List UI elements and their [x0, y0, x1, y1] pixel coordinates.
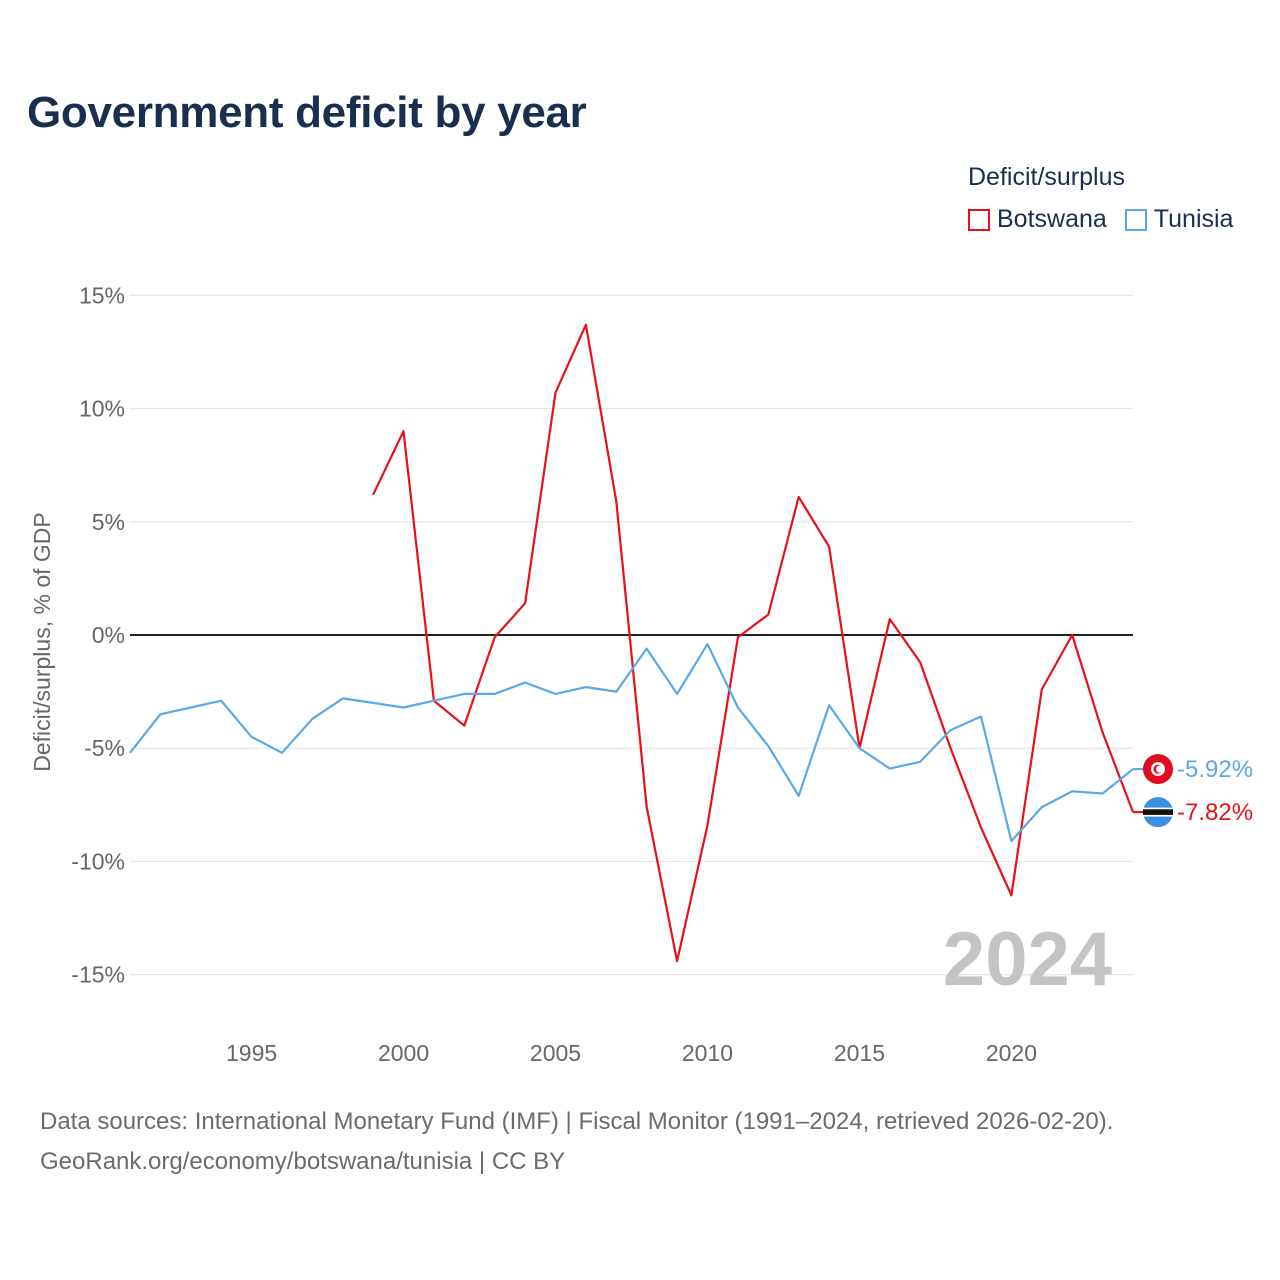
- legend-title: Deficit/surplus: [968, 163, 1125, 191]
- footer-credit: GeoRank.org/economy/botswana/tunisia | C…: [40, 1148, 566, 1175]
- end-value-label-tunisia: -5.92%: [1177, 756, 1253, 783]
- y-tick-label: -10%: [71, 848, 125, 874]
- legend-swatch-botswana: [968, 208, 990, 231]
- tunisia-flag-icon: [1143, 754, 1173, 785]
- footer-sources: Data sources: International Monetary Fun…: [40, 1108, 1114, 1135]
- y-tick-label: -15%: [71, 962, 125, 988]
- y-tick-labels: 15% 10% 5% 0% -5% -10% -15%: [71, 282, 125, 987]
- grid-lines: [130, 294, 1133, 976]
- series-lines: [129, 323, 1135, 963]
- legend: Botswana Tunisia: [968, 205, 1251, 234]
- botswana-flag-icon: [1143, 797, 1173, 828]
- legend-swatch-tunisia: [1124, 208, 1147, 231]
- x-tick-label: 2020: [986, 1040, 1037, 1066]
- legend-label-botswana: Botswana: [997, 205, 1107, 233]
- x-tick-label: 2010: [682, 1040, 733, 1066]
- x-tick-label: 2005: [530, 1040, 581, 1066]
- y-tick-label: 10%: [79, 396, 125, 422]
- y-tick-label: -5%: [84, 735, 125, 761]
- year-watermark: 2024: [943, 917, 1112, 1002]
- end-markers: -7.82% -5.92%: [1133, 754, 1253, 828]
- y-tick-label: 0%: [92, 622, 125, 648]
- chart-title: Government deficit by year: [27, 88, 587, 137]
- x-tick-labels: 1995 2000 2005 2010 2015 2020: [226, 1040, 1037, 1066]
- x-tick-label: 2000: [378, 1040, 429, 1066]
- y-axis-label: Deficit/surplus, % of GDP: [29, 512, 55, 771]
- legend-item-tunisia[interactable]: Tunisia: [1124, 205, 1234, 234]
- end-value-label-botswana: -7.82%: [1177, 799, 1253, 826]
- y-tick-label: 15%: [79, 282, 125, 308]
- legend-item-botswana[interactable]: Botswana: [968, 205, 1107, 234]
- series-line-botswana[interactable]: [372, 323, 1135, 963]
- legend-label-tunisia: Tunisia: [1153, 205, 1234, 233]
- series-line-tunisia[interactable]: [129, 642, 1134, 843]
- x-tick-label: 1995: [226, 1040, 277, 1066]
- chart-area: 15% 10% 5% 0% -5% -10% -15% 1995 2000 2005 2010 20…: [29, 282, 1253, 1066]
- x-tick-label: 2015: [834, 1040, 885, 1066]
- y-tick-label: 5%: [92, 509, 125, 535]
